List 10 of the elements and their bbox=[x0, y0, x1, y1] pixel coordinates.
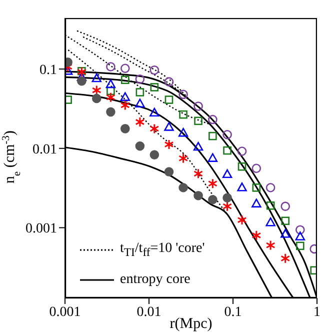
y-tick-label: 0.001 bbox=[26, 222, 57, 237]
x-tick-label: 0.1 bbox=[224, 304, 242, 320]
legend-label: entropy core bbox=[120, 272, 190, 288]
legend-label: t$_{TI}$/t$_{ff}$=10 'core' bbox=[120, 241, 205, 259]
x-tick-label: 0.001 bbox=[49, 304, 81, 320]
x-tick-label: 0.01 bbox=[136, 304, 162, 320]
y-tick-label: 0.1 bbox=[40, 63, 57, 78]
x-tick-label: 1 bbox=[314, 304, 320, 320]
y-tick-label: 0.01 bbox=[32, 142, 57, 158]
x-axis-title: r(Mpc) bbox=[170, 316, 212, 332]
